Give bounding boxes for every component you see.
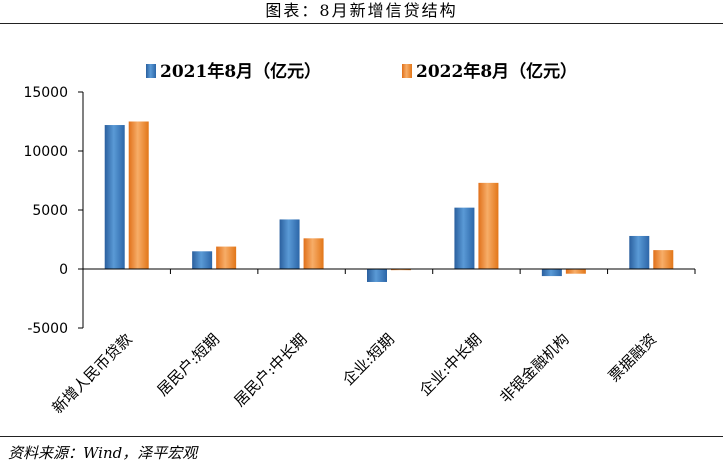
x-category-label: 居民户:中长期 — [230, 330, 310, 410]
figure-title: 图表：8月新增信贷结构 — [265, 1, 458, 20]
bar-2022-2 — [303, 238, 324, 269]
x-axis — [82, 268, 696, 274]
y-tick-label: 0 — [59, 262, 68, 278]
legend-label-2021: 2021年8月（亿元） — [160, 61, 321, 82]
bar-2022-5 — [565, 269, 586, 274]
legend-swatch-2022 — [402, 64, 412, 78]
bar-2022-6 — [653, 250, 674, 269]
x-category-label: 非银金融机构 — [496, 330, 572, 406]
bar-2022-1 — [216, 246, 237, 269]
category-labels: 新增人民币贷款 居民户:短期 居民户:中长期 企业:短期 企业:中长期 非银金融机构 票据融… — [49, 330, 661, 417]
source-note: 资料来源：Wind，泽平宏观 — [8, 444, 198, 462]
bar-2021-1 — [192, 251, 213, 269]
x-category-label: 企业:中长期 — [416, 330, 485, 399]
y-tick-label: 15000 — [23, 85, 68, 101]
bar-2021-3 — [367, 269, 387, 282]
y-tick-label: 5000 — [32, 203, 68, 219]
x-category-label: 居民户:短期 — [154, 330, 223, 399]
x-category-label: 企业:短期 — [339, 330, 398, 389]
bar-chart: 2021年8月（亿元） 2022年8月（亿元） 15000 10000 5000 0 -… — [23, 61, 696, 417]
x-category-label: 票据融资 — [605, 330, 660, 385]
x-category-label: 新增人民币贷款 — [49, 330, 136, 417]
source-divider — [0, 436, 723, 437]
bar-series — [104, 121, 674, 282]
bar-2021-0 — [104, 125, 125, 269]
bar-2022-4 — [478, 182, 499, 269]
bar-2021-5 — [541, 269, 562, 277]
bar-2021-4 — [454, 207, 475, 269]
legend-label-2022: 2022年8月（亿元） — [416, 61, 577, 82]
chart-legend: 2021年8月（亿元） 2022年8月（亿元） — [146, 61, 577, 82]
title-divider — [0, 23, 723, 24]
bar-2021-2 — [279, 219, 300, 269]
bar-2021-6 — [629, 235, 650, 269]
y-axis: 15000 10000 5000 0 -5000 — [23, 85, 84, 337]
legend-swatch-2021 — [146, 64, 156, 78]
bar-2022-3 — [391, 269, 411, 271]
y-tick-label: 10000 — [23, 144, 68, 160]
y-tick-label: -5000 — [27, 321, 68, 337]
bar-2022-0 — [128, 121, 149, 269]
